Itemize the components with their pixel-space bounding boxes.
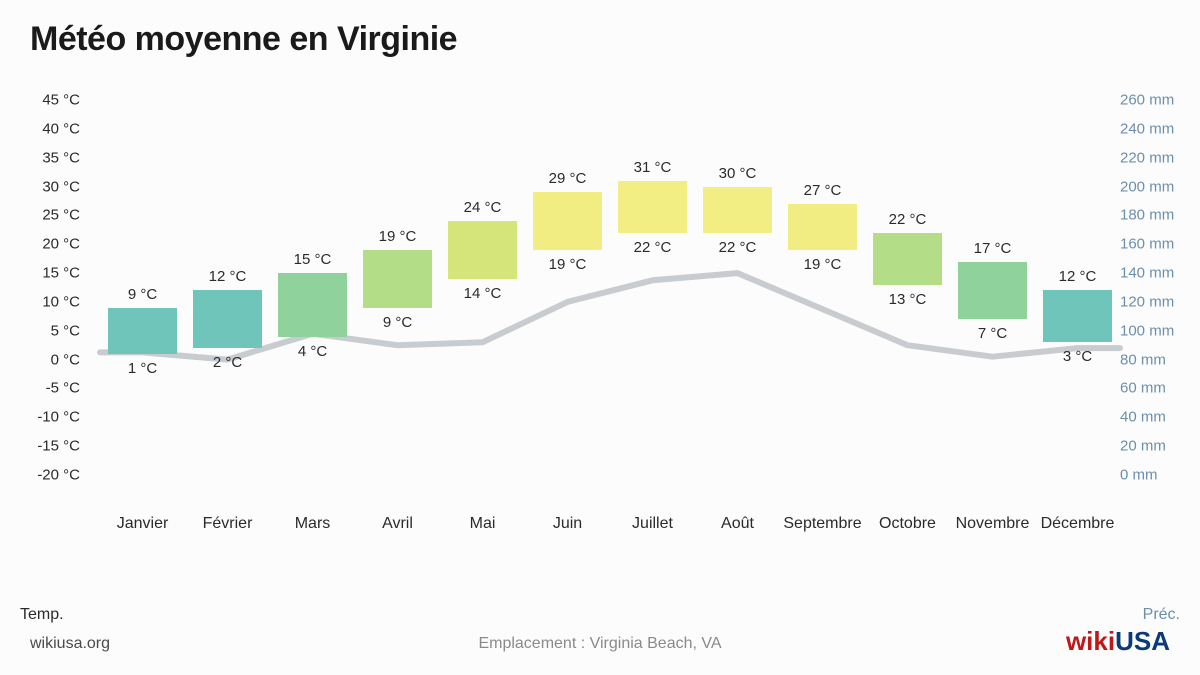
temp-bar: 22 °C13 °C [873,233,943,285]
prec-tick: 0 mm [1120,468,1158,483]
temp-bar: 15 °C4 °C [278,273,348,336]
prec-tick: 240 mm [1120,121,1174,136]
temp-tick: 20 °C [42,237,80,252]
temp-tick: 0 °C [51,352,80,367]
prec-tick: 180 mm [1120,208,1174,223]
temp-tick: 40 °C [42,121,80,136]
temp-tick: -20 °C [37,468,80,483]
prec-tick: 100 mm [1120,323,1174,338]
temp-high-label: 29 °C [549,170,587,187]
month-axis: Janvier Février Mars Avril Mai Juin Juillet Aoû… [100,515,1120,545]
temp-tick: 25 °C [42,208,80,223]
temp-tick: 30 °C [42,179,80,194]
month-label: Avril [382,515,413,533]
footer: wikiusa.org Emplacement : Virginia Beach… [0,605,1200,675]
temp-high-label: 12 °C [1059,268,1097,285]
prec-tick: 260 mm [1120,93,1174,108]
logo-usa: USA [1115,626,1170,656]
temp-tick: -5 °C [46,381,80,396]
temp-low-label: 4 °C [298,343,327,360]
temp-tick: 10 °C [42,294,80,309]
prec-tick: 40 mm [1120,410,1166,425]
temp-high-label: 12 °C [209,268,247,285]
temp-low-label: 1 °C [128,360,157,377]
month-label: Septembre [783,515,861,533]
prec-tick: 60 mm [1120,381,1166,396]
temp-high-label: 15 °C [294,251,332,268]
temp-high-label: 17 °C [974,240,1012,257]
chart-area: 45 °C 40 °C 35 °C 30 °C 25 °C 20 °C 15 °C 10 °C… [0,90,1200,545]
temp-bar: 29 °C19 °C [533,192,603,250]
temp-low-label: 19 °C [804,256,842,273]
temp-axis-ticks: 45 °C40 °C35 °C30 °C25 °C20 °C15 °C10 °C… [0,100,90,475]
temp-high-label: 30 °C [719,165,757,182]
temp-tick: 15 °C [42,266,80,281]
temp-low-label: 13 °C [889,291,927,308]
month-label: Août [721,515,754,533]
month-label: Février [203,515,253,533]
prec-tick: 20 mm [1120,439,1166,454]
temp-low-label: 22 °C [719,239,757,256]
location-text: Emplacement : Virginia Beach, VA [478,635,721,653]
weather-chart-card: Météo moyenne en Virginie 45 °C 40 °C 35 °… [0,0,1200,675]
temp-bar: 24 °C14 °C [448,221,518,279]
chart-title: Météo moyenne en Virginie [30,20,457,59]
month-label: Mars [295,515,331,533]
month-label: Juin [553,515,582,533]
temp-high-label: 22 °C [889,211,927,228]
plot-area: 9 °C1 °C12 °C2 °C15 °C4 °C19 °C9 °C24 °C… [100,100,1120,475]
brand-logo: wikiUSA [1066,626,1170,657]
month-label: Mai [470,515,496,533]
temp-low-label: 7 °C [978,325,1007,342]
temp-low-label: 9 °C [383,314,412,331]
temp-tick: 5 °C [51,323,80,338]
temp-high-label: 24 °C [464,199,502,216]
prec-tick: 140 mm [1120,266,1174,281]
temp-tick: -10 °C [37,410,80,425]
temp-high-label: 27 °C [804,182,842,199]
month-label: Janvier [117,515,169,533]
temp-bar: 31 °C22 °C [618,181,688,233]
logo-wiki: wiki [1066,626,1115,656]
prec-tick: 220 mm [1120,150,1174,165]
temp-tick: 35 °C [42,150,80,165]
temp-high-label: 31 °C [634,159,672,176]
temp-low-label: 14 °C [464,285,502,302]
temp-tick: 45 °C [42,93,80,108]
month-label: Juillet [632,515,673,533]
month-label: Octobre [879,515,936,533]
temp-bar: 30 °C22 °C [703,187,773,233]
prec-tick: 200 mm [1120,179,1174,194]
month-label: Décembre [1041,515,1115,533]
temperature-bars: 9 °C1 °C12 °C2 °C15 °C4 °C19 °C9 °C24 °C… [100,100,1120,475]
temp-high-label: 19 °C [379,228,417,245]
prec-tick: 120 mm [1120,294,1174,309]
prec-axis-ticks: 260 mm240 mm220 mm200 mm180 mm160 mm140 … [1110,100,1200,475]
temp-tick: -15 °C [37,439,80,454]
temp-low-label: 22 °C [634,239,672,256]
temp-low-label: 19 °C [549,256,587,273]
temp-bar: 12 °C3 °C [1043,290,1113,342]
temp-bar: 27 °C19 °C [788,204,858,250]
temp-bar: 12 °C2 °C [193,290,263,348]
month-label: Novembre [956,515,1030,533]
prec-tick: 80 mm [1120,352,1166,367]
prec-tick: 160 mm [1120,237,1174,252]
temp-bar: 19 °C9 °C [363,250,433,308]
temp-bar: 9 °C1 °C [108,308,178,354]
temp-high-label: 9 °C [128,286,157,303]
temp-low-label: 3 °C [1063,348,1092,365]
temp-bar: 17 °C7 °C [958,262,1028,320]
temp-low-label: 2 °C [213,354,242,371]
source-text: wikiusa.org [30,635,110,653]
